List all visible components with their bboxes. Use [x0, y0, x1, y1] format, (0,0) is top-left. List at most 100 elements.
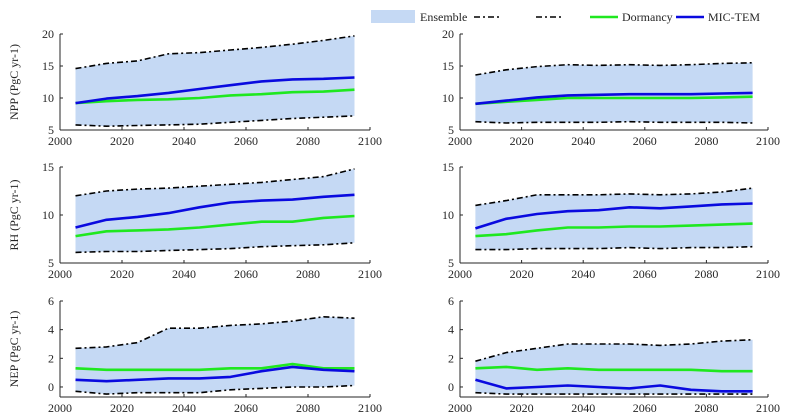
- y-tick-label: 5: [448, 256, 454, 270]
- x-tick-label: 2000: [48, 134, 72, 148]
- ensemble-band: [475, 188, 753, 250]
- ensemble-lower-bound-line: [475, 245, 753, 251]
- y-tick-label: 2: [48, 351, 54, 365]
- ensemble-upper-bound-line: [475, 62, 753, 76]
- y-tick-label: 10: [442, 91, 454, 105]
- y-tick-label: 10: [42, 208, 54, 222]
- mictem-line: [75, 76, 355, 105]
- panel-6: 2000 2020 2040 2060 2080 2100 0 2 4 6: [448, 294, 780, 415]
- x-tick-label: 2060: [234, 267, 258, 281]
- x-tick-label: 2080: [296, 401, 320, 415]
- x-tick-label: 2020: [510, 134, 534, 148]
- x-tick-label: 2040: [172, 401, 196, 415]
- ensemble-upper-bound-line: [475, 338, 753, 362]
- x-tick-label: 2080: [296, 267, 320, 281]
- dormancy-line: [475, 222, 753, 238]
- ensemble-band: [475, 62, 753, 123]
- x-tick-label: 2020: [110, 401, 134, 415]
- x-tick-label: 2040: [172, 267, 196, 281]
- y-tick-label: 5: [448, 123, 454, 137]
- x-tick-label: 2000: [448, 401, 472, 415]
- x-tick-label: 2020: [510, 401, 534, 415]
- y-tick-label: 10: [42, 91, 54, 105]
- x-tick-label: 2100: [756, 267, 780, 281]
- legend-dormancy-label: Dormancy: [622, 10, 673, 24]
- x-tick-label: 2020: [110, 267, 134, 281]
- x-tick-label: 2040: [172, 134, 196, 148]
- panel-2: 2000 2020 2040 2060 2080 2100 5 10 15 20: [442, 27, 780, 148]
- x-tick-label: 2060: [234, 401, 258, 415]
- ensemble-upper-bound-line: [75, 35, 355, 70]
- y-axis-title: RH (PgC yr-1): [7, 179, 21, 250]
- x-tick-label: 2100: [358, 401, 382, 415]
- y-axis-title: NEP (PgC yr-1): [7, 311, 21, 388]
- x-tick-label: 2040: [571, 134, 595, 148]
- x-tick-label: 2000: [48, 401, 72, 415]
- ensemble-lower-bound-line: [75, 384, 355, 395]
- y-tick-label: 6: [48, 294, 54, 308]
- ensemble-upper-bound-line: [75, 315, 355, 350]
- ensemble-band: [75, 35, 355, 127]
- x-tick-label: 2100: [756, 401, 780, 415]
- dormancy-line: [475, 365, 753, 373]
- x-tick-label: 2060: [633, 267, 657, 281]
- dormancy-line: [75, 214, 355, 238]
- dormancy-line: [75, 88, 355, 105]
- x-tick-label: 2100: [358, 134, 382, 148]
- y-tick-label: 15: [42, 59, 54, 73]
- x-tick-label: 2000: [448, 267, 472, 281]
- mictem-line: [475, 202, 753, 230]
- x-tick-label: 2060: [633, 134, 657, 148]
- panel-5: 2000 2020 2040 2060 2080 2100 0 2 4 6 NEP (PgC yr-…: [7, 294, 382, 415]
- legend-ensemble-label: Ensemble: [420, 10, 467, 24]
- ensemble-band: [475, 339, 753, 395]
- y-tick-label: 5: [48, 256, 54, 270]
- legend-ensemble-swatch: [371, 10, 415, 23]
- mictem-line: [75, 193, 355, 229]
- panel-3: 2000 2020 2040 2060 2080 2100 5 10 15 RH (PgC yr-…: [7, 160, 382, 281]
- x-tick-label: 2080: [296, 134, 320, 148]
- dormancy-line: [475, 95, 753, 106]
- ensemble-lower-bound-line: [75, 115, 355, 127]
- legend-mictem-label: MIC-TEM: [708, 10, 760, 24]
- x-tick-label: 2100: [756, 134, 780, 148]
- x-tick-label: 2060: [633, 401, 657, 415]
- y-tick-label: 15: [42, 160, 54, 174]
- y-tick-label: 20: [442, 27, 454, 41]
- y-tick-label: 15: [442, 160, 454, 174]
- x-tick-label: 2080: [694, 134, 718, 148]
- y-tick-label: 15: [442, 59, 454, 73]
- x-tick-label: 2020: [510, 267, 534, 281]
- x-tick-label: 2000: [448, 134, 472, 148]
- panel-4: 2000 2020 2040 2060 2080 2100 5 10 15: [442, 160, 780, 281]
- y-tick-label: 2: [448, 351, 454, 365]
- ensemble-lower-bound-line: [475, 120, 753, 124]
- y-tick-label: 0: [448, 380, 454, 394]
- ensemble-band: [75, 316, 355, 395]
- y-tick-label: 20: [42, 27, 54, 41]
- ensemble-upper-bound-line: [75, 168, 355, 197]
- y-tick-label: 4: [48, 323, 54, 337]
- x-tick-label: 2060: [234, 134, 258, 148]
- y-tick-label: 6: [448, 294, 454, 308]
- x-tick-label: 2100: [358, 267, 382, 281]
- mictem-line: [75, 365, 355, 383]
- x-tick-label: 2040: [571, 267, 595, 281]
- ensemble-lower-bound-line: [75, 242, 355, 254]
- mictem-line: [475, 91, 753, 106]
- y-tick-label: 5: [48, 123, 54, 137]
- ensemble-upper-bound-line: [475, 187, 753, 207]
- y-tick-label: 10: [442, 208, 454, 222]
- x-tick-label: 2040: [571, 401, 595, 415]
- panel-1: 2000 2020 2040 2060 2080 2100 5 10 15 20 NPP (PgC …: [7, 27, 382, 148]
- x-tick-label: 2000: [48, 267, 72, 281]
- legend: Ensemble Dormancy MIC-TEM: [371, 10, 760, 24]
- x-tick-label: 2020: [110, 134, 134, 148]
- y-axis-title: NPP (PgC yr-1): [7, 44, 21, 120]
- x-tick-label: 2080: [694, 401, 718, 415]
- y-tick-label: 4: [448, 323, 454, 337]
- dormancy-line: [75, 362, 355, 372]
- mictem-line: [475, 378, 753, 393]
